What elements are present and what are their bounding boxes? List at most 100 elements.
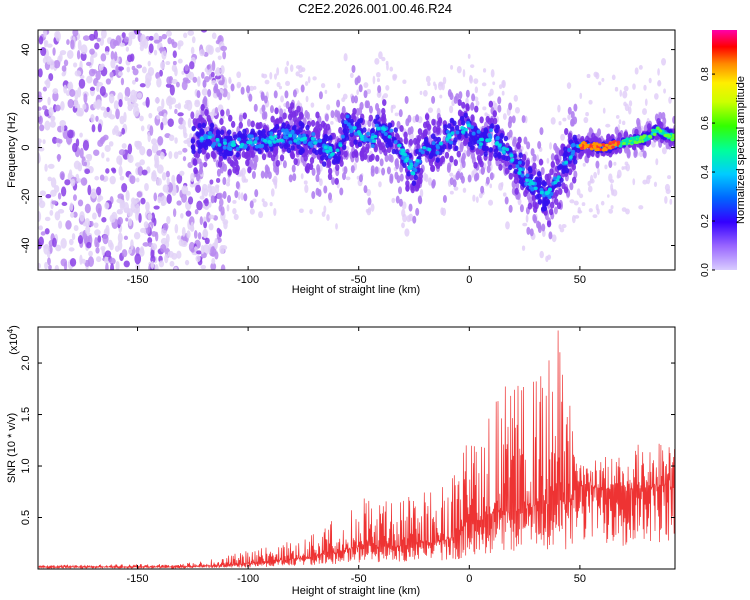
spectrogram-cell [525, 178, 530, 183]
spectrogram-cell [251, 170, 256, 179]
spectrogram-cell [61, 201, 68, 207]
spectrogram-cell [654, 93, 659, 100]
spectrogram-cell [65, 89, 71, 97]
spectrogram-ytick-label: 40 [20, 43, 32, 55]
spectrogram-cell [393, 140, 398, 145]
spectrogram-cell [360, 137, 365, 141]
spectrogram-cell [527, 182, 532, 186]
spectrogram-cell [388, 153, 393, 162]
spectrogram-cell [219, 244, 225, 255]
spectrogram-cell [592, 214, 598, 219]
spectrogram-cell [55, 30, 61, 42]
spectrogram-cell [460, 130, 465, 134]
spectrogram-cell [568, 155, 573, 159]
spectrogram-image [38, 30, 675, 270]
spectrogram-cell [88, 250, 93, 257]
spectrogram-cell [121, 249, 128, 258]
spectrogram-cell [404, 95, 409, 104]
spectrogram-cell [324, 113, 329, 122]
spectrogram-cell [616, 174, 620, 179]
spectrogram-cell [335, 148, 340, 153]
spectrogram-cell [223, 221, 228, 230]
spectrogram-cell [379, 158, 384, 167]
spectrogram-cell [541, 180, 546, 187]
spectrogram-cell [275, 159, 280, 167]
spectrogram-cell [116, 155, 123, 165]
spectrogram-cell [513, 168, 519, 175]
spectrogram-cell [587, 180, 591, 187]
spectrogram-cell [610, 205, 614, 210]
spectrogram-cell [378, 143, 384, 151]
spectrogram-cell [233, 213, 239, 221]
spectrogram-cell [43, 244, 50, 249]
spectrogram-cell [204, 109, 209, 117]
spectrogram-cell [293, 158, 298, 166]
spectrogram-cell [115, 260, 120, 270]
spectrogram-cell [508, 172, 513, 180]
spectrogram-cell [365, 143, 370, 151]
spectrogram-cell [200, 244, 205, 255]
spectrogram-cell [215, 146, 221, 152]
spectrogram-cell [270, 136, 275, 141]
spectrogram-cell [165, 233, 170, 244]
spectrogram-cell [579, 92, 583, 100]
spectrogram-cell [352, 126, 357, 130]
spectrogram-cell [403, 152, 408, 157]
spectrogram-cell [286, 147, 292, 154]
spectrogram-cell [533, 186, 538, 191]
spectrogram-cell [378, 51, 383, 60]
figure-title: C2E2.2026.001.00.46.R24 [298, 1, 452, 16]
spectrogram-cell [302, 139, 307, 144]
spectrogram-cell [381, 167, 386, 176]
spectrogram-cell [87, 256, 95, 267]
spectrogram-cell [427, 107, 434, 113]
spectrogram-cell [445, 129, 450, 134]
spectrogram-cell [79, 147, 84, 159]
spectrogram-cell [508, 204, 513, 213]
spectrogram-cell [264, 79, 270, 85]
spectrogram-cell [84, 203, 91, 214]
spectrogram-cell [375, 154, 380, 162]
spectrogram-cell [463, 112, 468, 119]
colorbar: 0.0 0.2 0.4 0.6 0.8 Normalized spectral ampl… [700, 30, 747, 277]
spectrogram-cell [215, 46, 221, 53]
spectrogram-cell [176, 235, 182, 240]
spectrogram-cell [171, 174, 176, 184]
spectrogram-cell [164, 254, 169, 264]
spectrogram-cell [501, 79, 506, 89]
spectrogram-cell [385, 60, 389, 66]
spectrogram-cell [201, 122, 207, 129]
spectrogram-cell [648, 77, 652, 84]
spectrogram-cell [119, 42, 126, 47]
spectrogram-cell [204, 204, 210, 210]
spectrogram-cell [54, 264, 60, 270]
spectrogram-cell [215, 129, 221, 135]
spectrogram-cell [419, 90, 423, 96]
spectrogram-cell [560, 133, 565, 141]
spectrogram-cell [38, 36, 44, 45]
spectrogram-cell [297, 134, 302, 139]
spectrogram-cell [182, 156, 187, 162]
spectrogram-cell [186, 230, 191, 239]
spectrogram-cell [422, 145, 427, 150]
spectrogram-cell [479, 116, 484, 124]
spectrogram-cell [113, 100, 119, 110]
spectrogram-cell [321, 161, 327, 167]
snr-plot-area [38, 330, 675, 569]
spectrogram-cell [45, 194, 52, 199]
spectrogram-cell [261, 73, 264, 78]
spectrogram-cell [539, 187, 544, 192]
spectrogram-cell [288, 174, 293, 183]
spectrogram-cell [246, 85, 251, 94]
spectrogram-cell [218, 92, 223, 101]
spectrogram-cell [403, 131, 408, 139]
spectrogram-cell [249, 208, 255, 215]
spectrogram-cell [60, 101, 65, 111]
spectrogram-cell [249, 200, 254, 209]
spectrogram-cell [632, 178, 636, 186]
spectrogram-cell [608, 142, 612, 146]
spectrogram-cell [160, 61, 165, 70]
spectrogram-cell [618, 119, 622, 125]
spectrogram-cell [357, 141, 363, 148]
spectrogram-cell [254, 189, 259, 198]
